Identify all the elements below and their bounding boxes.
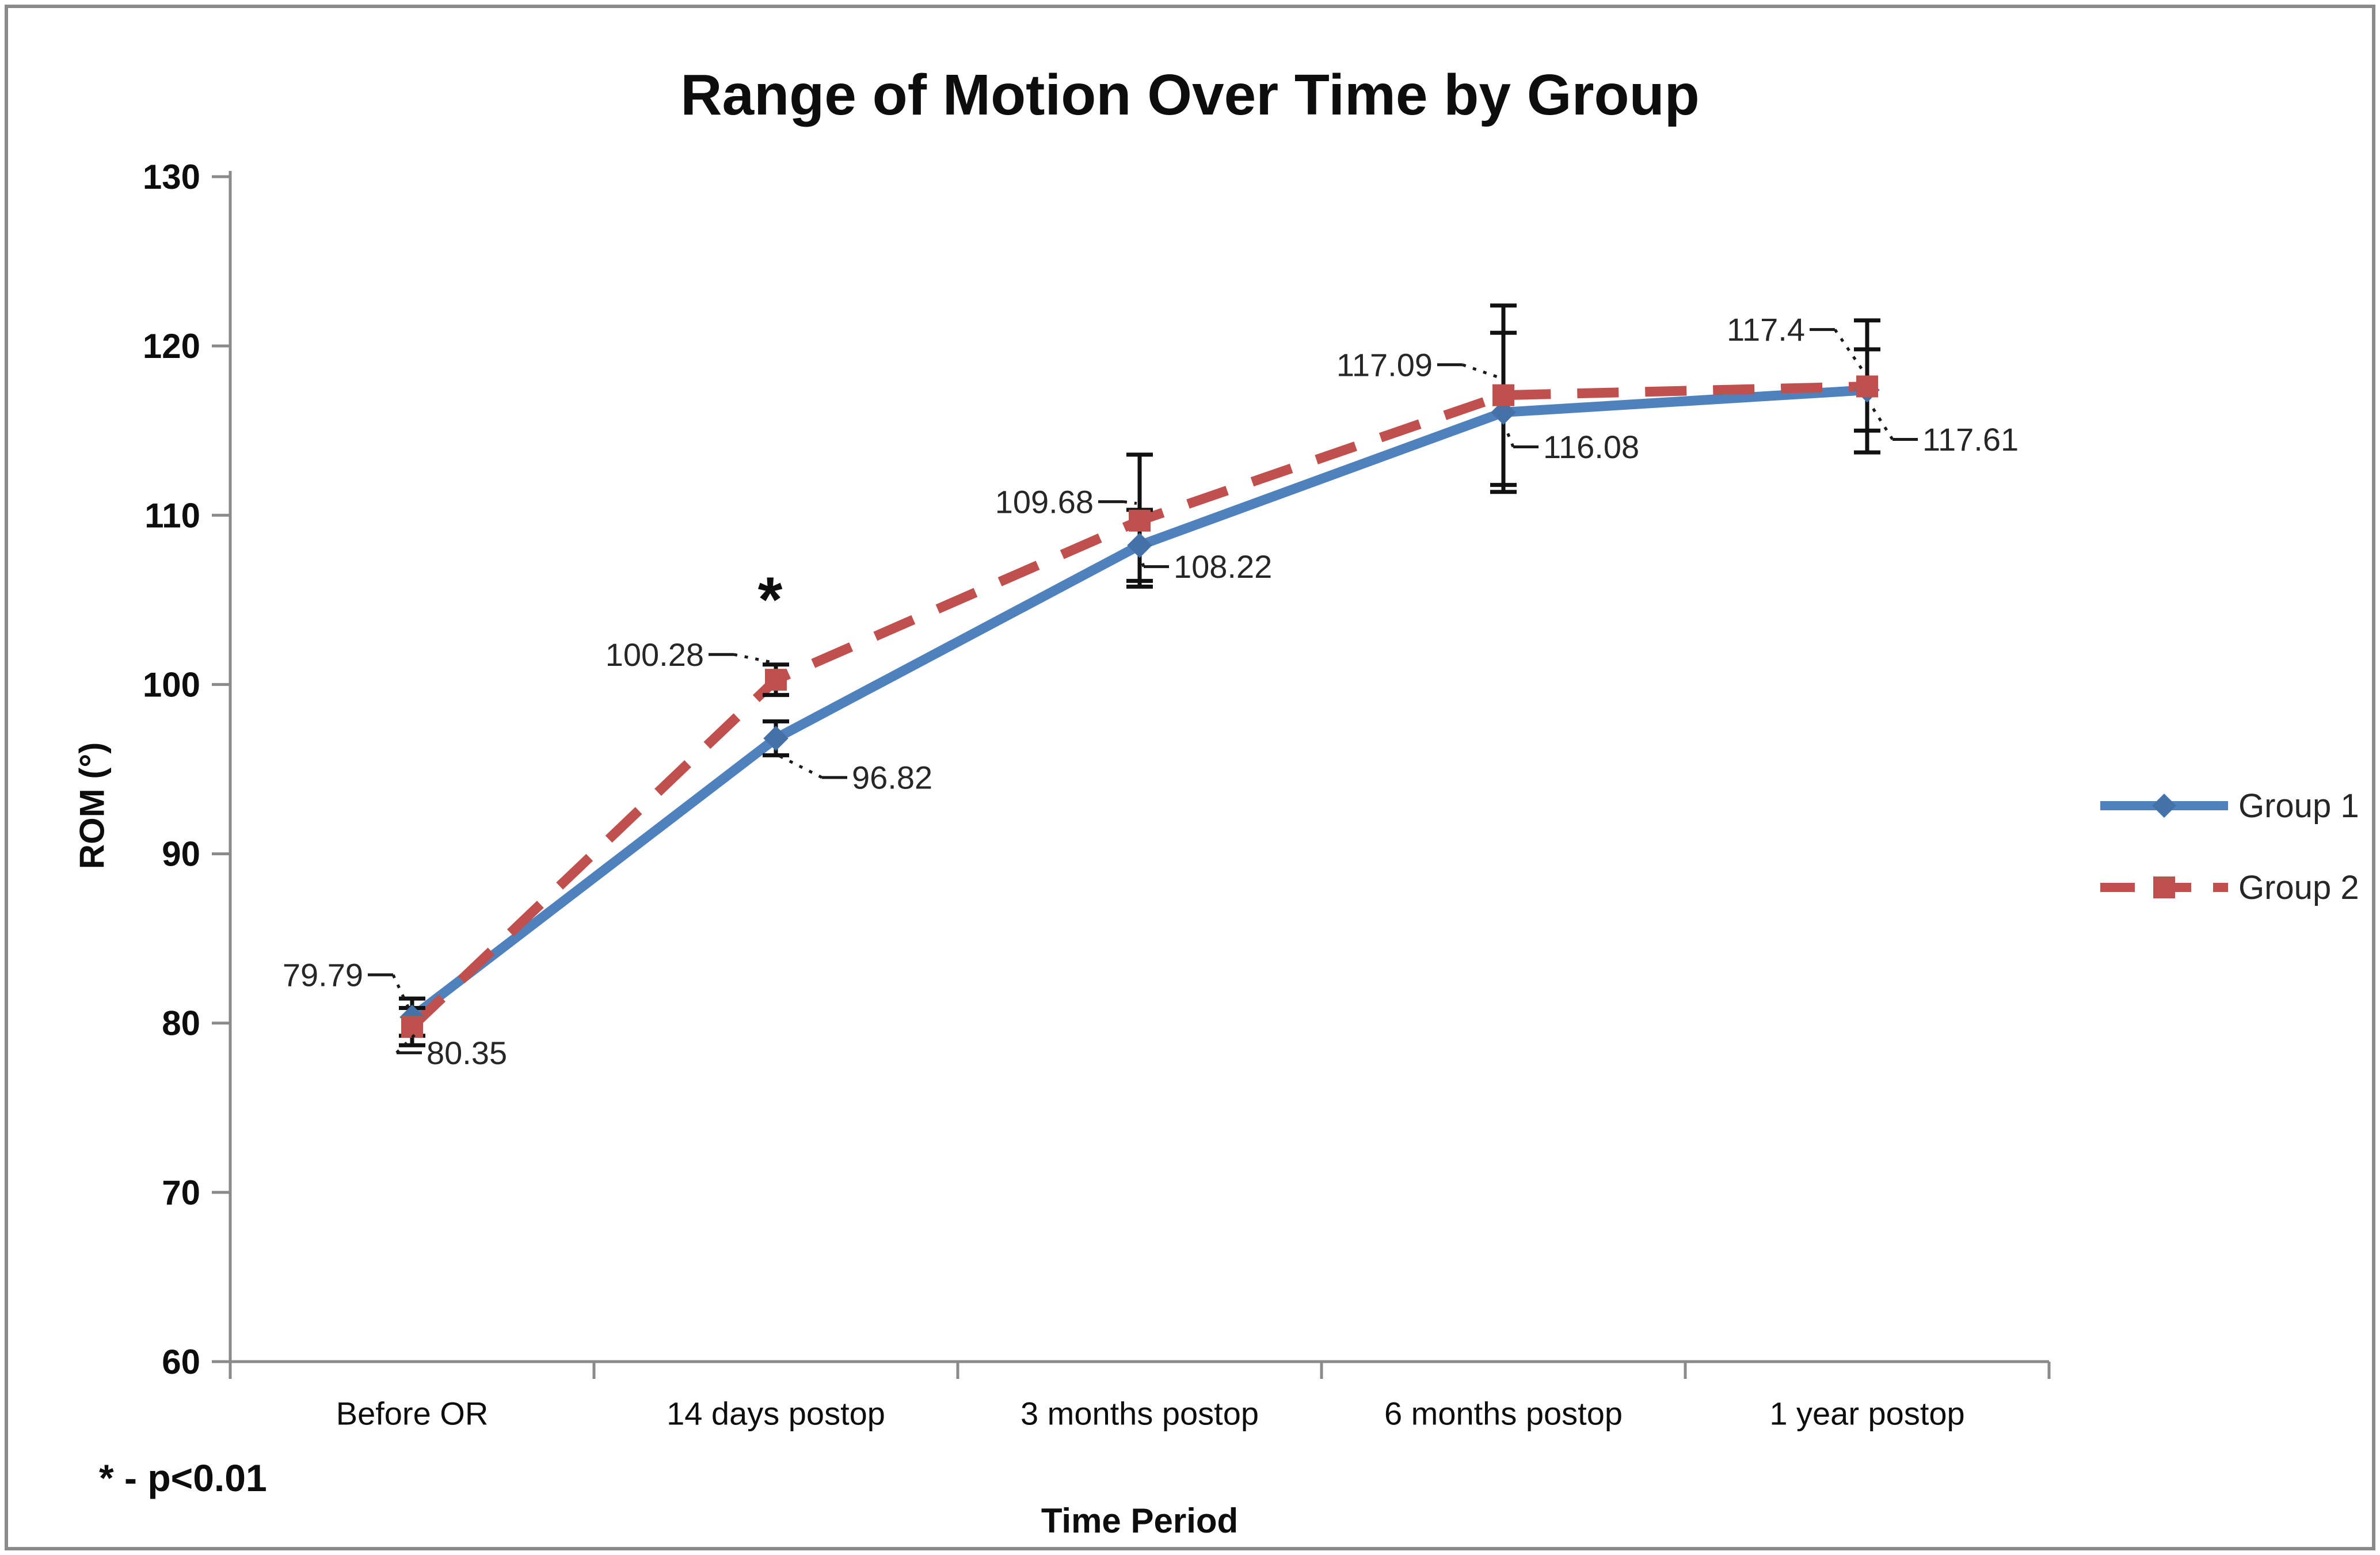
- leader-line: [1462, 363, 1501, 380]
- y-axis-title: ROM (°): [73, 742, 112, 870]
- significance-footnote: * - p<0.01: [99, 1457, 267, 1499]
- legend: Group 1 Group 2: [2098, 784, 2359, 947]
- x-tick-label: Before OR: [336, 1396, 489, 1432]
- y-tick-label: 70: [162, 1173, 200, 1212]
- data-label: 108.22: [1174, 548, 1272, 585]
- marker-square-group-2: [401, 1015, 423, 1038]
- legend-item-group-2: Group 2: [2098, 866, 2359, 909]
- legend-label: Group 2: [2238, 868, 2359, 906]
- leader-line: [395, 1033, 416, 1054]
- data-label: 79.79: [283, 956, 363, 993]
- data-label: 96.82: [852, 760, 932, 796]
- marker-diamond-group-1: [763, 726, 789, 751]
- leader-line: [1505, 429, 1515, 448]
- figure-border: [5, 5, 2375, 1550]
- legend-label: Group 1: [2238, 787, 2359, 825]
- y-tick-label: 60: [162, 1343, 200, 1381]
- data-label: 116.08: [1543, 429, 1639, 465]
- legend-sample-line: [2100, 876, 2228, 898]
- x-tick-label: 3 months postop: [1020, 1396, 1259, 1432]
- y-tick-label: 120: [143, 327, 200, 365]
- data-label: 109.68: [995, 483, 1094, 520]
- marker-square-group-2: [1856, 375, 1878, 398]
- leader-line: [1123, 500, 1137, 505]
- legend-marker-diamond: [2152, 794, 2176, 818]
- data-label: 117.61: [1922, 421, 2019, 458]
- marker-square-group-2: [765, 669, 787, 691]
- y-tick-label: 80: [162, 1004, 200, 1043]
- marker-square-group-2: [1492, 384, 1514, 406]
- leader-line: [1141, 562, 1145, 567]
- y-tick-label: 110: [144, 496, 200, 535]
- x-tick-label: 1 year postop: [1769, 1396, 1964, 1432]
- x-axis-title: Time Period: [1041, 1501, 1239, 1540]
- leader-line: [391, 974, 411, 1010]
- data-label: 117.4: [1727, 311, 1805, 348]
- marker-diamond-group-1: [1127, 532, 1152, 558]
- y-tick-label: 130: [143, 158, 200, 196]
- legend-sample-line: [2100, 794, 2228, 818]
- data-label: 117.09: [1336, 346, 1433, 383]
- leader-line: [733, 653, 774, 664]
- chart-title: Range of Motion Over Time by Group: [680, 63, 1700, 127]
- data-label: 80.35: [427, 1035, 507, 1071]
- x-tick-label: 6 months postop: [1384, 1396, 1623, 1432]
- y-tick-label: 100: [143, 665, 200, 704]
- data-label: 100.28: [606, 637, 704, 673]
- x-tick-label: 14 days postop: [667, 1396, 885, 1432]
- significance-star: *: [758, 565, 783, 635]
- leader-line: [778, 754, 823, 779]
- legend-item-group-1: Group 1: [2098, 784, 2359, 828]
- legend-marker-square: [2153, 876, 2175, 898]
- leader-line: [1868, 403, 1894, 440]
- y-tick-label: 90: [162, 835, 200, 874]
- marker-square-group-2: [1129, 509, 1151, 532]
